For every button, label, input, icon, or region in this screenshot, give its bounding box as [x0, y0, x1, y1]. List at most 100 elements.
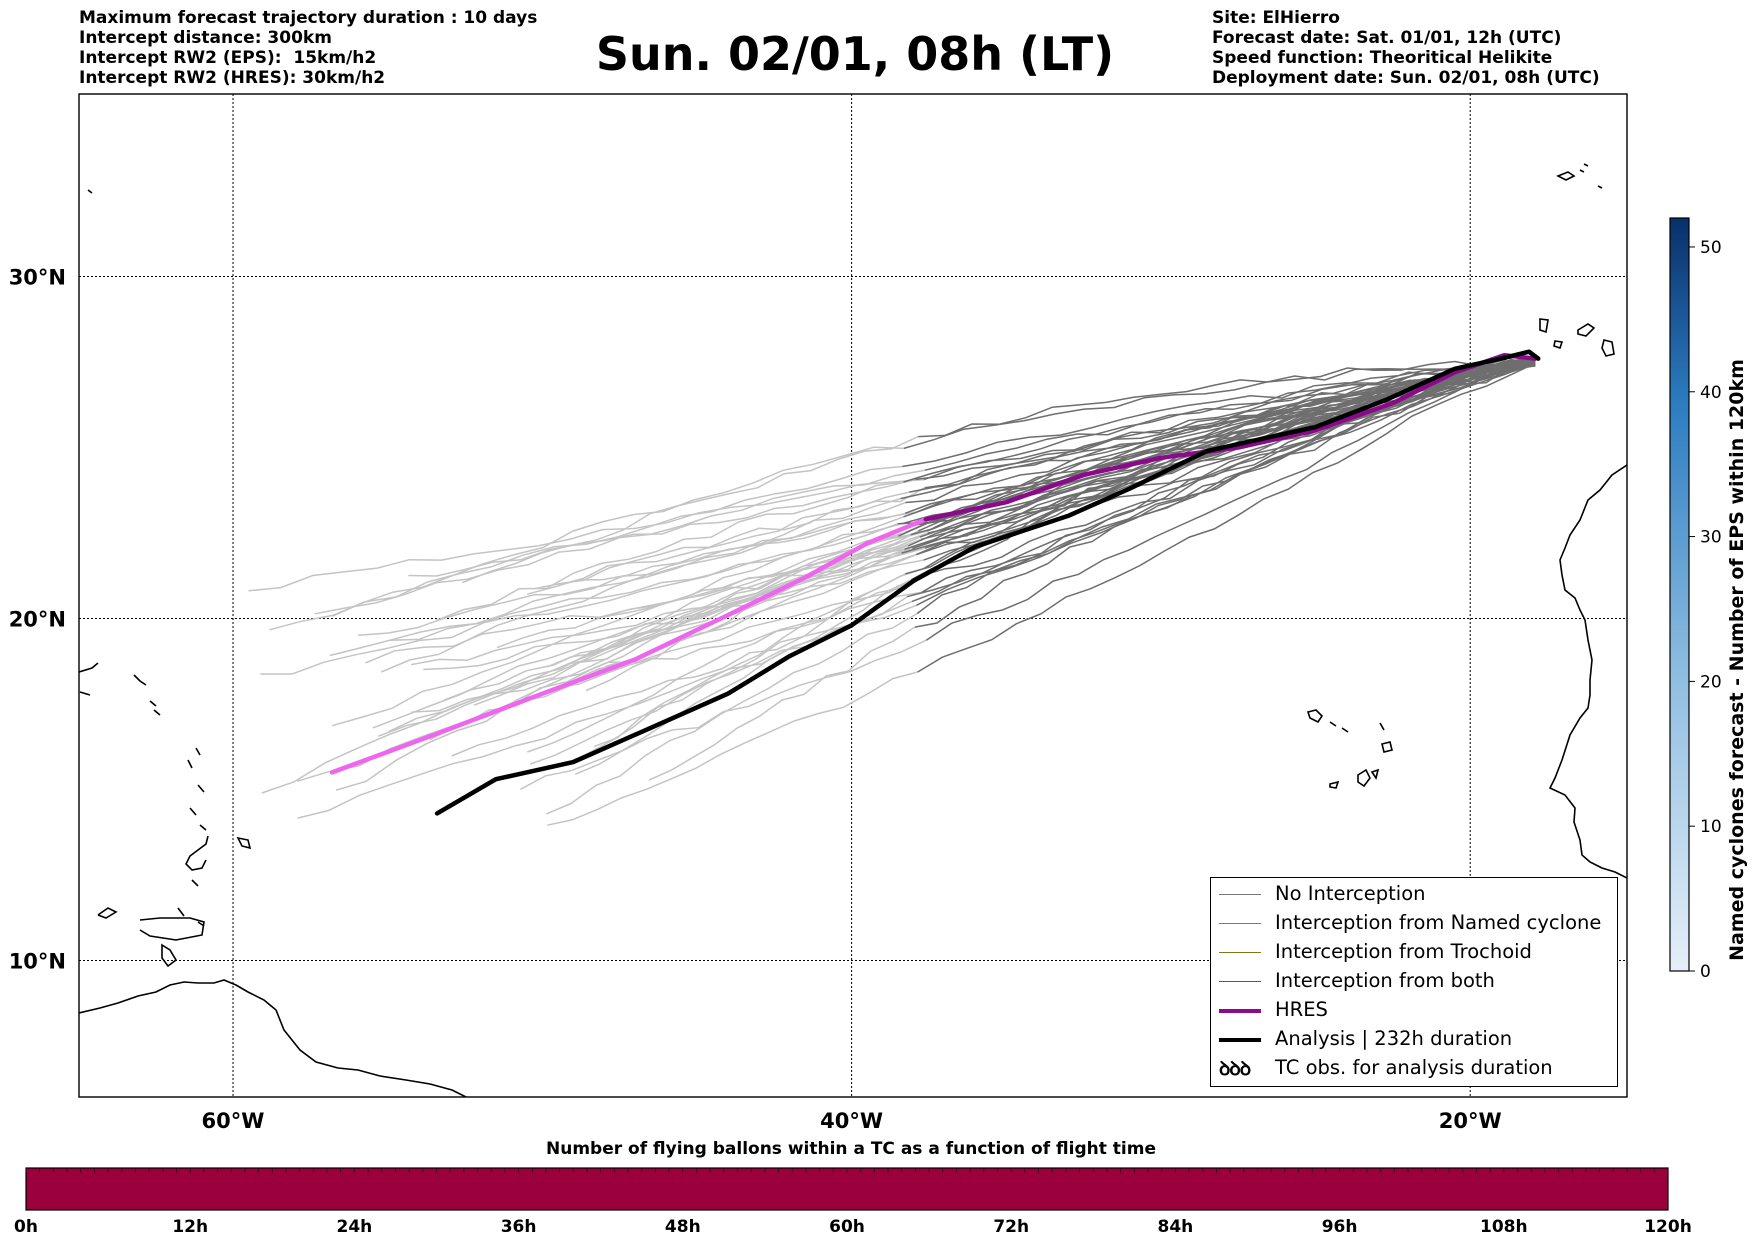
legend-item: ꝺꝺꝺ TC obs. for analysis duration — [1211, 1054, 1617, 1083]
madeira — [1556, 163, 1603, 189]
eps-trajectory — [297, 604, 917, 819]
eps-trajectory — [575, 579, 912, 775]
colorbar-tick-label: 40 — [1700, 383, 1722, 403]
legend-label: HRES — [1275, 998, 1328, 1021]
coastlines — [79, 163, 1627, 1097]
map-area — [78, 93, 1628, 1098]
header-left-line: Intercept RW2 (HRES): 30km/h2 — [79, 68, 386, 88]
legend-label: Interception from Named cyclone — [1275, 911, 1602, 934]
eps-trajectory — [444, 545, 909, 701]
eps-trajectory — [408, 478, 916, 577]
header-right-line: Deployment date: Sun. 02/01, 08h (UTC) — [1212, 68, 1600, 88]
lesser-antilles — [79, 189, 209, 927]
flight-time-tick-label: 48h — [665, 1217, 701, 1237]
legend-line-swatch — [1219, 1009, 1261, 1013]
flight-time-tick-label: 72h — [993, 1217, 1029, 1237]
colorbar-tick-label: 50 — [1700, 238, 1722, 258]
axis-tick-labels: 30°N 20°N 10°N 60°W 40°W 20°W — [9, 266, 1502, 1134]
eps-trajectory — [920, 360, 1536, 541]
eps-trajectory — [925, 365, 1536, 641]
flight-time-tick-label: 36h — [501, 1217, 537, 1237]
eps-trajectory — [372, 523, 926, 729]
eps-trajectory — [248, 478, 925, 592]
flight-time-tick-label: 120h — [1644, 1217, 1692, 1237]
eps-trajectory — [916, 358, 1536, 578]
eps-trajectory — [520, 639, 927, 790]
eps-trajectory — [335, 525, 906, 791]
eps-trajectory — [331, 516, 904, 727]
header-left-line: Intercept RW2 (EPS): 15km/h2 — [79, 48, 377, 68]
legend-line-swatch — [1219, 952, 1261, 953]
eps-trajectory — [411, 576, 918, 713]
legend-label: Interception from Trochoid — [1275, 940, 1532, 963]
eps-trajectory — [923, 360, 1536, 561]
eps-trajectory — [527, 512, 906, 595]
eps-trajectory — [906, 362, 1536, 598]
west-africa-coast — [1548, 464, 1627, 879]
legend-label: Analysis | 232h duration — [1275, 1027, 1513, 1050]
header-left: Maximum forecast trajectory duration : 1… — [79, 8, 537, 88]
longitude-tick-label: 40°W — [820, 1109, 883, 1133]
legend-item: Analysis | 232h duration — [1211, 1025, 1617, 1054]
latitude-tick-label: 10°N — [9, 950, 66, 974]
eps-trajectory — [436, 481, 904, 621]
eps-trajectory — [921, 360, 1536, 593]
flight-time-tick-label: 84h — [1158, 1217, 1194, 1237]
cyclone-colorbar-ticks: 0 10 20 30 40 50 — [1689, 238, 1722, 982]
eps-trajectory — [451, 600, 913, 757]
legend-label: No Interception — [1275, 882, 1426, 905]
eps-trajectory — [410, 553, 918, 666]
eps-trajectory — [547, 671, 918, 826]
legend-line-swatch — [1219, 894, 1261, 895]
eps-trajectory — [358, 511, 918, 637]
header-left-line: Intercept distance: 300km — [79, 28, 332, 48]
eps-trajectory — [911, 362, 1536, 603]
legend-line-swatch — [1219, 1038, 1261, 1042]
legend-label: Interception from both — [1275, 969, 1495, 992]
eps-trajectory — [423, 559, 924, 671]
legend-item: No Interception — [1211, 880, 1617, 909]
eps-trajectory — [546, 612, 918, 815]
colorbar-label: Named cyclones forecast - Number of EPS … — [1726, 359, 1748, 961]
hres-trajectory-early — [329, 517, 929, 775]
cyclone-colorbar-gradient — [1669, 217, 1690, 972]
eps-trajectory — [918, 357, 1536, 438]
cape-verde-islands — [1306, 709, 1393, 789]
eps-trajectory — [594, 567, 924, 748]
caribbean-islands — [97, 836, 252, 941]
legend-line-swatch — [1219, 981, 1261, 982]
flight-time-bar: 0h 12h 24h 36h 48h 60h 72h 84h 96h 108h 120h — [14, 1167, 1692, 1237]
chart-title: Sun. 02/01, 08h (LT) — [595, 27, 1115, 81]
legend-item: Interception from Trochoid — [1211, 938, 1617, 967]
legend: No Interception Interception from Named … — [1210, 877, 1618, 1087]
colorbar-tick-label: 10 — [1700, 817, 1722, 837]
latitude-tick-label: 20°N — [9, 608, 66, 632]
legend-item: Interception from Named cyclone — [1211, 909, 1617, 938]
eps-trajectory — [314, 469, 926, 615]
graticule — [79, 94, 1627, 1097]
legend-line-swatch — [1219, 923, 1261, 924]
eps-trajectory — [903, 361, 1536, 483]
eps-trajectory — [903, 358, 1536, 450]
legend-item: Interception from both — [1211, 967, 1617, 996]
south-america-coast — [79, 979, 467, 1097]
trinidad — [161, 943, 178, 968]
colorbar-tick-label: 0 — [1700, 962, 1711, 982]
eps-trajectory — [924, 360, 1536, 471]
eps-trajectory — [390, 501, 906, 642]
canary-islands — [1539, 318, 1615, 357]
latitude-tick-label: 30°N — [9, 266, 66, 290]
flight-time-bar-title: Number of flying ballons within a TC as … — [545, 1139, 1156, 1159]
flight-time-bar-ticks: 0h 12h 24h 36h 48h 60h 72h 84h 96h 108h 120h — [14, 1168, 1692, 1237]
eps-trajectory — [377, 532, 928, 737]
eps-trajectory — [553, 591, 923, 689]
colorbar-tick-label: 20 — [1700, 672, 1722, 692]
flight-time-tick-label: 0h — [14, 1217, 38, 1237]
longitude-tick-label: 60°W — [202, 1109, 265, 1133]
eps-trajectory — [900, 364, 1536, 500]
cyclone-colorbar: 0 10 20 30 40 50 — [1669, 217, 1722, 982]
header-left-line: Maximum forecast trajectory duration : 1… — [79, 8, 538, 28]
header-right: Site: ElHierro Forecast date: Sat. 01/01… — [1212, 8, 1600, 88]
flight-time-tick-label: 24h — [337, 1217, 373, 1237]
